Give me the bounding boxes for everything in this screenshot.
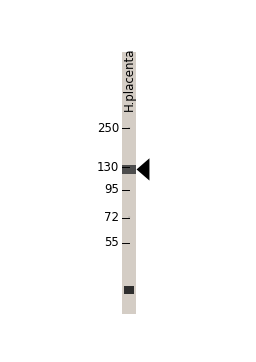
Bar: [124, 286, 134, 294]
Text: 250: 250: [97, 122, 119, 135]
Polygon shape: [136, 158, 150, 181]
Ellipse shape: [128, 127, 130, 129]
Text: H.placenta: H.placenta: [123, 48, 136, 111]
Bar: [122, 52, 136, 314]
Text: 95: 95: [104, 183, 119, 196]
Text: 72: 72: [104, 211, 119, 224]
Bar: [122, 165, 136, 174]
Text: 55: 55: [104, 236, 119, 249]
Ellipse shape: [128, 216, 130, 218]
Text: 130: 130: [97, 161, 119, 174]
